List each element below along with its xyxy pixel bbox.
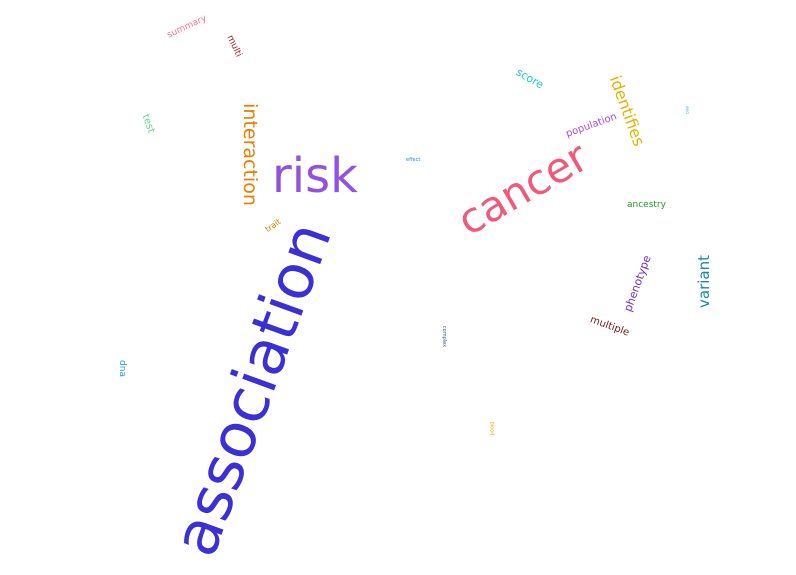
word-interaction: interaction bbox=[238, 103, 261, 206]
word-multi: multi bbox=[224, 33, 244, 59]
word-multiple: multiple bbox=[588, 314, 631, 339]
word-risk: risk bbox=[272, 148, 358, 204]
word-phenotype: phenotype bbox=[621, 253, 654, 314]
word-dna: dna bbox=[116, 360, 127, 377]
word-score: score bbox=[513, 65, 546, 92]
word-population: population bbox=[564, 111, 619, 140]
word-test: test bbox=[139, 112, 157, 135]
word-end: end bbox=[684, 106, 690, 114]
word-ancestry: ancestry bbox=[627, 200, 666, 210]
word-summary: summary bbox=[165, 13, 209, 41]
word-cancer: cancer bbox=[448, 131, 597, 246]
word-association: association bbox=[157, 212, 346, 566]
word-variant: variant bbox=[694, 255, 713, 308]
word-effect: effect bbox=[406, 157, 421, 163]
word-complex: complex bbox=[441, 325, 448, 348]
word-blood: blood bbox=[488, 421, 495, 436]
